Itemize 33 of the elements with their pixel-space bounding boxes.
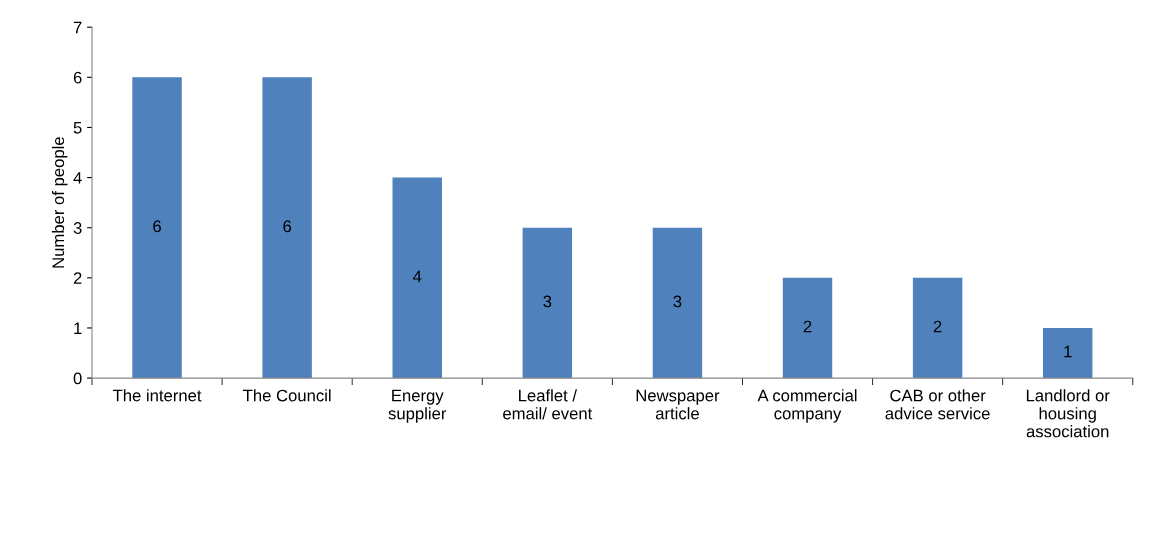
x-tick-label: The internet: [112, 389, 202, 402]
x-tick-label: Landlord or housing association: [1026, 389, 1110, 438]
data-label: 1: [1064, 345, 1072, 358]
bar: [652, 227, 703, 379]
data-label: 3: [673, 295, 682, 308]
x-tick-label: Newspaper article: [636, 389, 720, 420]
bar: [782, 277, 833, 379]
x-tick-label: CAB or other advice service: [885, 389, 990, 420]
bar: [392, 177, 442, 379]
y-tick-label: 5: [73, 122, 82, 134]
data-label: 3: [543, 295, 552, 308]
x-tick-label: A commercial company: [757, 389, 857, 423]
data-label: 2: [933, 320, 942, 333]
data-label: 2: [803, 320, 812, 333]
data-label: 6: [153, 220, 161, 233]
x-tick-label: Energy supplier: [388, 389, 447, 423]
x-tick-label: The Council: [243, 389, 331, 402]
y-axis-title: Number of people: [51, 137, 68, 268]
y-tick-label: 7: [73, 21, 82, 34]
y-tick-label: 4: [73, 172, 82, 184]
bar: [522, 227, 573, 379]
bar: [1042, 327, 1093, 379]
y-tick-label: 3: [73, 222, 82, 234]
y-tick-label: 2: [73, 272, 82, 284]
data-label: 4: [412, 270, 422, 283]
bar: [912, 277, 963, 379]
x-tick-label: Leaflet / email/ event: [503, 389, 593, 420]
bar: [132, 77, 182, 379]
y-tick-label: 6: [73, 71, 82, 84]
y-tick-label: 0: [73, 372, 82, 385]
y-tick-label: 1: [74, 322, 82, 334]
data-label: 6: [283, 220, 292, 233]
bar: [262, 77, 312, 379]
